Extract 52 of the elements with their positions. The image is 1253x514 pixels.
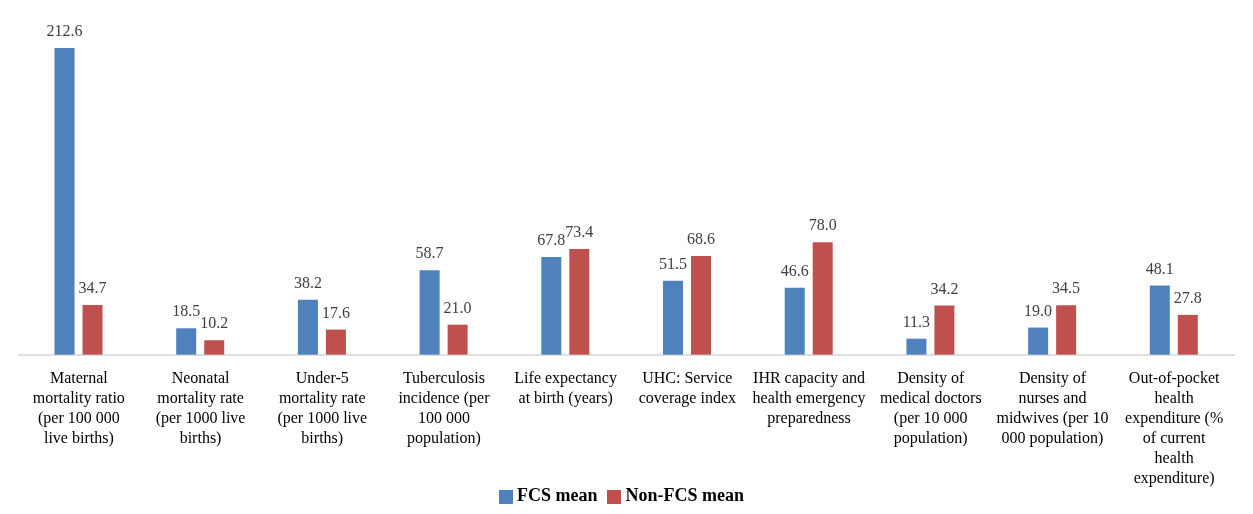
data-label: 78.0 [808, 216, 837, 234]
x-tick-label: Out-of-pocket health expenditure (% of current health expenditure) [1125, 369, 1224, 487]
bar [812, 242, 833, 355]
data-label: 38.2 [293, 273, 322, 291]
data-label: 34.2 [930, 279, 959, 297]
legend-label: FCS mean [516, 485, 598, 505]
x-tick-label: UHC: Service coverage index [638, 369, 736, 407]
data-label: 19.0 [1024, 301, 1053, 319]
data-label: 68.6 [687, 229, 716, 247]
data-label: 17.6 [321, 303, 350, 321]
bar [906, 338, 927, 355]
x-tick-label: Life expectancy at birth (years) [514, 369, 617, 407]
x-tick-label: Under-5 mortality rate (per 1000 live births) [277, 369, 368, 447]
data-label: 212.6 [46, 22, 83, 39]
x-tick-label: Maternal mortality ratio (per 100 000 live births) [32, 369, 125, 447]
bar [204, 340, 225, 355]
bar [784, 287, 805, 355]
bar [1028, 327, 1049, 355]
data-label: 11.3 [902, 312, 931, 330]
bar [447, 324, 468, 355]
data-label: 21.0 [443, 298, 472, 316]
bar [325, 329, 346, 355]
data-label: 58.7 [415, 244, 444, 262]
data-label: 18.5 [172, 302, 201, 320]
data-label: 48.1 [1145, 259, 1174, 277]
bar [1177, 314, 1198, 355]
bar [541, 257, 562, 355]
data-label: 51.5 [659, 254, 688, 272]
data-label: 27.8 [1173, 288, 1202, 306]
bar [691, 255, 712, 355]
legend-label: Non-FCS mean [625, 485, 744, 505]
bar [82, 304, 103, 355]
x-tick-label: Density of medical doctors (per 10 000 population) [879, 369, 982, 447]
data-label: 73.4 [565, 223, 594, 241]
bar [934, 305, 955, 355]
bar [176, 328, 197, 355]
data-label: 46.6 [780, 261, 809, 279]
bar [419, 270, 440, 355]
bar [1056, 305, 1077, 355]
bar [1149, 285, 1170, 355]
data-label: 34.7 [78, 278, 107, 296]
x-tick-label: Density of nurses and midwives (per 10 000 population) [996, 369, 1109, 447]
data-label: 67.8 [537, 231, 566, 249]
bar [297, 299, 318, 355]
data-label: 10.2 [200, 314, 229, 332]
bar [569, 249, 590, 355]
bar [663, 280, 684, 355]
x-tick-label: Neonatal mortality rate (per 1000 live births) [155, 369, 246, 447]
bar [54, 48, 75, 355]
data-label: 34.5 [1052, 279, 1081, 297]
x-tick-label: Tuberculosis incidence (per 100 000 population) [398, 369, 491, 447]
x-tick-label: IHR capacity and health emergency preparedness [752, 369, 866, 427]
